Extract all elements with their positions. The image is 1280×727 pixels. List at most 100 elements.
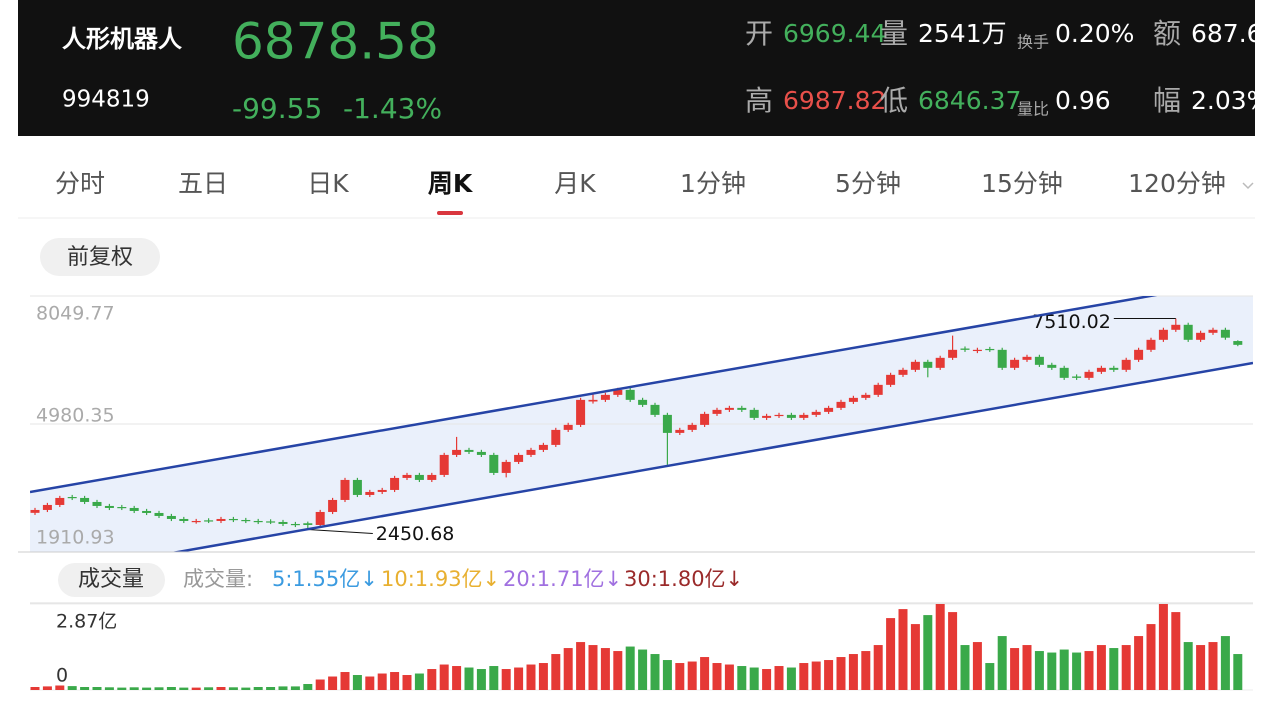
volume-bar [464,667,474,690]
volume-bar [1233,654,1243,690]
volume-bar [724,664,734,690]
candle-body [650,404,660,415]
volume-bar [1220,636,1230,690]
ma-legend: 20:1.71亿↓ [503,567,622,591]
volume-bar [352,675,362,690]
volume-bar [1208,642,1218,690]
volume-bar [129,687,139,690]
candle-body [142,510,152,513]
volume-bar [563,648,573,690]
tab[interactable]: 5分钟 [835,169,901,198]
volume-bar [266,687,276,690]
candle-body [724,407,734,410]
volume-bar [154,687,164,690]
volume-bar [551,654,561,690]
volume-bar [662,660,672,690]
tab[interactable]: 1分钟 [680,169,746,198]
adjust-pill[interactable] [40,238,160,276]
candle-body [662,414,672,433]
volume-tick-label: 0 [56,665,68,687]
candle-body [290,523,300,526]
volume-bar [526,664,536,690]
candle-body [1010,359,1020,368]
volume-bar [228,687,238,690]
candle-body [1109,367,1119,370]
volume-bar [625,646,635,690]
volume-title[interactable]: 成交量 [78,567,144,592]
volume-bar [30,687,40,690]
volume-bar [278,686,288,690]
volume-bar [600,648,610,690]
candle-body [687,424,697,430]
volume-bar [1034,651,1044,690]
volume-tick-label: 2.87亿 [56,611,117,633]
volume-bar [166,687,176,690]
volume-bar [1121,645,1131,690]
volume-pill[interactable] [58,563,165,597]
candle-body [501,461,511,473]
tab[interactable]: 月K [554,169,596,198]
low-annotation: 2450.68 [376,523,455,545]
tab[interactable]: 15分钟 [981,169,1063,198]
volume-bar [1096,645,1106,690]
tab[interactable]: 120分钟 [1128,169,1226,198]
candle-body [563,424,573,430]
candle-body [700,413,710,425]
volume-bar [923,615,933,690]
volume-bar [898,609,908,690]
volume-bar [948,612,958,690]
candle-body [786,414,796,418]
channel-lower [170,361,1253,552]
volume-bar [997,636,1007,690]
volume-bar [427,669,437,690]
volume-bar [774,666,784,690]
volume-bar [1171,612,1181,690]
tab[interactable]: 分时 [55,169,105,198]
volume-bar [501,669,511,690]
ma-legend: 10:1.93亿↓ [381,567,500,591]
volume: 0 2.87亿 [30,603,1253,691]
tab[interactable]: 周K [428,169,474,198]
y-tick-label: 1910.93 [36,527,115,549]
adjust-label[interactable]: 前复权 [67,245,133,270]
candle-body [117,507,127,509]
candle-body [514,454,524,462]
candle-body [1059,367,1069,378]
candle-body [1047,364,1057,368]
candle-body [42,504,52,510]
volume-bar [1183,642,1193,690]
volume-bar [799,663,809,690]
ma-legend: 30:1.80亿↓ [624,567,743,591]
volume-bar [241,687,251,690]
volume-bar [377,673,387,690]
volume-bar [638,649,648,690]
ma-legend: 5:1.55亿↓ [272,567,378,591]
volume-bar [452,666,462,690]
volume-bar [414,673,424,690]
stat-label: 量比 [1017,100,1049,119]
candle-body [948,349,958,358]
stat-label: 换手 [1017,33,1049,52]
tab[interactable]: 五日 [178,169,228,198]
stock-change-pct: -1.43% [343,92,442,125]
stat-label: 量 [880,17,908,50]
volume-bar [1196,645,1206,690]
volume-bar [1134,636,1144,690]
candle-body [886,374,896,385]
y-tick-label: 8049.77 [36,303,115,325]
candle-body [55,497,65,505]
candle-body [600,394,610,400]
tab[interactable]: 日K [307,169,349,198]
volume-bar [55,685,65,690]
candle-body [204,520,214,522]
candle-body [129,507,139,511]
stat-label: 额 [1153,17,1181,50]
volume-bar [117,687,127,690]
candle-body [1196,332,1206,340]
candle-body [873,384,883,395]
candle-body [476,451,486,455]
volume-bar [1146,624,1156,690]
volume-bar [42,686,52,690]
candle-body [923,361,933,368]
